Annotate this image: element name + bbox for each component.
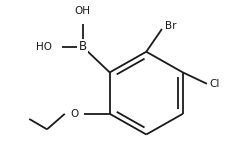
Text: HO: HO — [36, 42, 52, 52]
Text: OH: OH — [75, 6, 91, 15]
Text: Cl: Cl — [209, 79, 219, 89]
Text: O: O — [70, 109, 78, 119]
Text: B: B — [79, 40, 87, 53]
Text: Br: Br — [165, 21, 177, 31]
